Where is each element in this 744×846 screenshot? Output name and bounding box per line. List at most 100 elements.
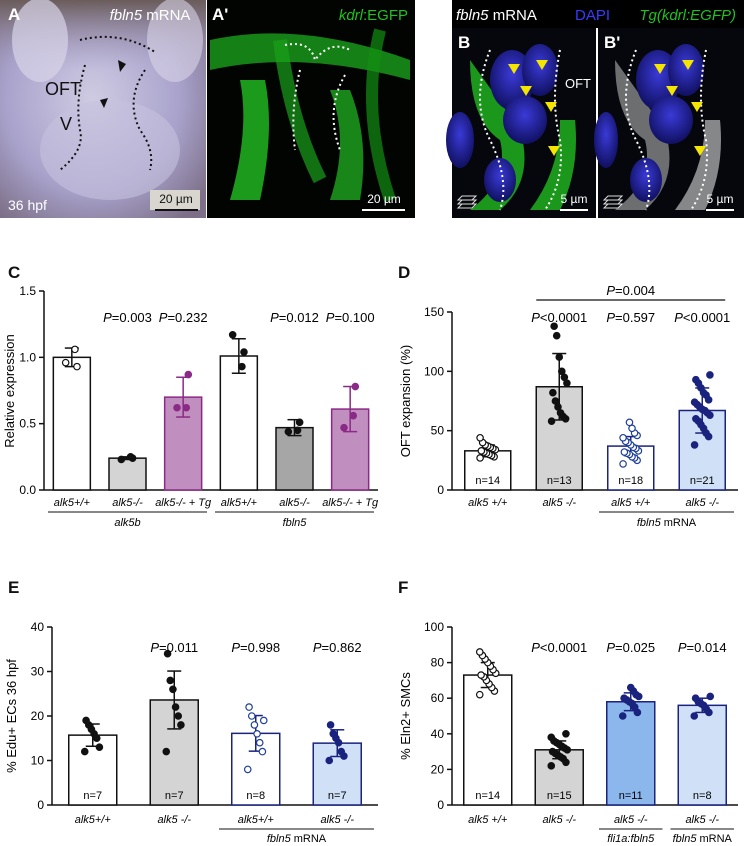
data-point [245,703,253,711]
data-point [625,418,634,427]
y-tick-label: 10 [31,754,45,768]
y-tick-label: 30 [31,665,45,679]
header-B-rest: mRNA [489,7,537,24]
p-value-letter: P [531,640,540,655]
data-point [243,765,252,774]
title-A-italic: fbln5 [110,7,143,24]
y-tick-label: 0 [37,798,44,812]
data-point [325,756,334,765]
y-axis-label: Relative expression [2,334,17,447]
y-tick-label: 100 [424,364,444,378]
data-point [284,427,293,436]
p-value: P=0.100 [326,310,375,325]
p-value-number: =0.003 [112,310,152,325]
title-Aprime-rest: :EGFP [363,7,408,24]
group-label: fbln5 mRNA [267,833,327,845]
p-value-number: =0.004 [615,283,655,298]
p-value-number: <0.0001 [540,640,587,655]
group-label-rest: mRNA [661,517,697,529]
data-point [174,712,183,720]
data-point [259,716,268,725]
group-label: fbln5 mRNA [673,833,733,845]
p-value-letter: P [678,640,687,655]
p-value: P=0.998 [231,640,280,655]
panel-label-E: E [8,578,19,597]
data-point [555,353,564,361]
panel-label-C: C [8,263,20,282]
svg-text:fbln5 mRNA: fbln5 mRNA [456,7,537,24]
p-value-letter: P [103,310,112,325]
category-label: alk5-/- [279,497,310,509]
p-value-number: <0.0001 [683,310,730,325]
data-point [253,729,261,738]
p-value: P=0.003 [103,310,152,325]
y-axis-label: % Eln2+ SMCs [398,672,413,760]
p-value-letter: P [606,310,615,325]
data-point [619,460,627,468]
p-value: P<0.0001 [674,310,730,325]
data-point [547,733,556,742]
data-point [626,683,635,692]
p-value-letter: P [270,310,279,325]
n-label: n=7 [165,790,184,802]
scalebar-A-prime: 20 µm [367,192,401,206]
y-tick-label: 40 [31,620,45,634]
panel-label-B: B [458,33,470,52]
data-point [558,367,566,376]
data-point [620,694,628,703]
data-point [293,426,302,435]
n-label: n=8 [693,790,712,802]
data-point [475,690,484,699]
data-point [690,712,699,720]
y-axis-label: OFT expansion (%) [398,345,413,457]
bar [677,704,727,806]
data-point [326,721,335,729]
data-point [71,345,79,354]
p-value-letter: P [313,640,322,655]
data-point [552,331,561,340]
data-point [80,747,89,756]
p-value-number: =0.862 [322,640,362,655]
data-point [166,676,175,685]
data-point [95,743,104,751]
data-point [550,322,558,331]
group-label-italic: fbln5 [673,833,698,845]
n-label: n=21 [690,475,715,487]
data-point [177,721,185,729]
scalebar-B-prime: 5 µm [707,192,734,206]
p-value-letter: P [531,310,540,325]
p-value: P=0.012 [270,310,319,325]
y-tick-label: 0 [437,798,444,812]
data-point [169,685,177,694]
category-label: alk5-/- [112,497,143,509]
bracket-label: P=0.004 [606,283,655,298]
category-label: alk5 -/- [157,814,191,826]
category-label: alk5 -/- [542,497,576,509]
data-point [551,397,560,405]
group-label-rest: mRNA [696,833,732,845]
p-value: P=0.232 [159,310,208,325]
header-B-dapi: DAPI [575,7,610,24]
y-tick-label: 0.0 [19,483,36,497]
svg-text:kdrl:EGFP: kdrl:EGFP [339,7,408,24]
group-label: fbln5 mRNA [637,517,697,529]
y-tick-label: 1.0 [19,350,36,364]
category-label: alk5 +/+ [611,497,651,509]
data-point [182,403,191,412]
data-point [477,671,485,679]
category-label: alk5 -/- [542,814,576,826]
micrograph-B-prime: B' 5 µm [594,28,744,218]
p-value-number: =0.012 [279,310,319,325]
data-point [476,454,484,462]
panel-label-A-prime: A' [212,5,228,24]
data-point [562,729,570,738]
category-label: alk5 -/- [614,814,648,826]
data-point [337,747,346,756]
label-V: V [60,114,72,134]
y-tick-label: 150 [424,305,444,319]
category-label: alk5+/+ [238,814,275,826]
data-point [351,382,360,391]
